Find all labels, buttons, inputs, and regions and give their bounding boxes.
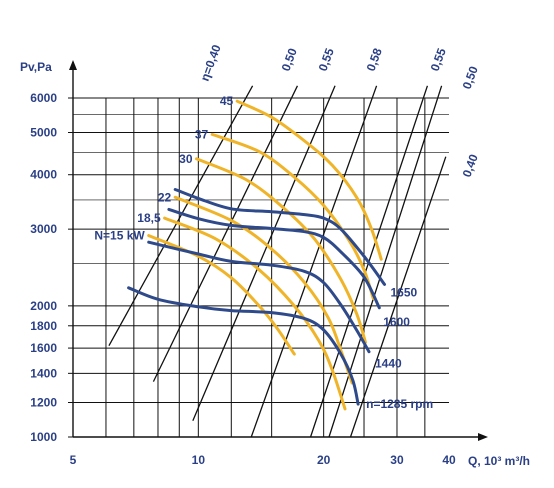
- axes: 1000 1200 1400 1600 1800 2000 3000 4000 5000 6000…: [30, 60, 488, 467]
- efficiency-label: 0,50: [279, 46, 300, 73]
- y-tick-label: 1000: [30, 430, 57, 444]
- efficiency-label: 0,40: [460, 152, 481, 179]
- rpm-label: n=1285 rpm: [366, 397, 433, 411]
- efficiency-label: 0,58: [364, 46, 385, 73]
- power-curve: [147, 234, 296, 356]
- power-label: 18,5: [137, 211, 161, 225]
- y-tick-label: 2000: [30, 299, 57, 313]
- x-tick-label: 40: [442, 453, 456, 467]
- efficiency-label: 0,55: [316, 46, 337, 73]
- power-label: 45: [220, 94, 234, 108]
- y-axis-label: Pv,Pa: [20, 60, 52, 74]
- efficiency-line: [108, 85, 254, 347]
- y-tick-label: 1800: [30, 319, 57, 333]
- x-tick-label: 20: [317, 453, 331, 467]
- power-curves: [147, 99, 383, 411]
- power-curve: [195, 157, 367, 344]
- y-tick-label: 1400: [30, 366, 57, 380]
- y-tick-label: 1600: [30, 341, 57, 355]
- y-tick-label: 5000: [30, 125, 57, 139]
- rpm-curve: [127, 286, 360, 406]
- rpm-curve: [147, 240, 371, 354]
- power-label: N=15 kW: [94, 229, 145, 243]
- grid: [73, 97, 449, 438]
- rpm-curve: [167, 207, 381, 310]
- x-tick-label: 30: [390, 453, 404, 467]
- power-label: 22: [158, 190, 172, 204]
- power-curve: [173, 195, 354, 385]
- x-axis-arrow: [478, 433, 488, 441]
- efficiency-label: 0,50: [460, 64, 481, 91]
- power-curve: [235, 99, 383, 261]
- rpm-curve: [173, 188, 386, 286]
- x-axis-label: Q, 10³ m³/h: [468, 454, 530, 468]
- efficiency-line: [349, 156, 447, 438]
- y-tick-label: 3000: [30, 222, 57, 236]
- efficiency-label: η=0,40: [198, 43, 224, 84]
- efficiency-line: [250, 85, 378, 438]
- x-tick-label: 5: [70, 453, 77, 467]
- efficiency-line: [192, 85, 336, 421]
- power-curve: [163, 216, 347, 411]
- efficiency-line: [328, 85, 443, 438]
- efficiency-line: [152, 85, 299, 382]
- efficiency-lines: [108, 85, 447, 438]
- rpm-curves: [127, 188, 386, 406]
- x-tick-label: 10: [192, 453, 206, 467]
- y-axis-arrow: [69, 60, 77, 70]
- rpm-label: 1650: [391, 285, 418, 299]
- rpm-label: 1600: [383, 315, 410, 329]
- power-label: 37: [195, 127, 209, 141]
- y-tick-label: 1200: [30, 396, 57, 410]
- y-tick-label: 4000: [30, 168, 57, 182]
- efficiency-label: 0,55: [428, 46, 449, 73]
- power-label: 30: [179, 152, 193, 166]
- power-curve: [210, 132, 375, 300]
- rpm-label: 1440: [375, 357, 402, 371]
- y-tick-label: 6000: [30, 91, 57, 105]
